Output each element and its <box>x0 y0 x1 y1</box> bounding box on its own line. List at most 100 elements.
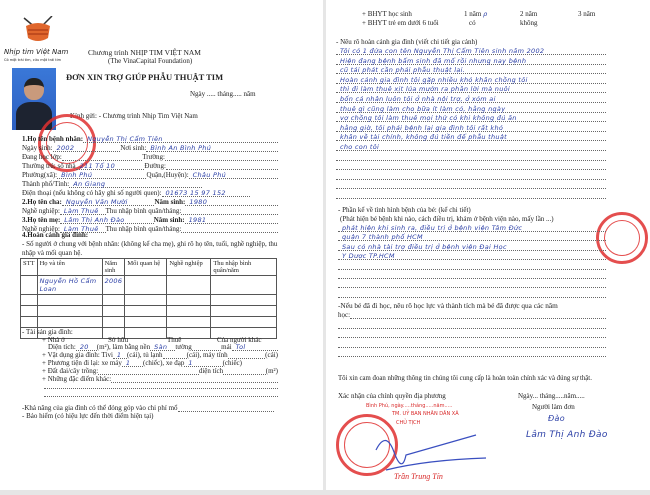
mother-birth: 1981 <box>184 216 279 224</box>
label: (m²) <box>265 367 278 375</box>
label: + Những đặc điểm khác: <box>42 375 112 383</box>
col-header: Thu nhập bình quân/năm <box>210 258 277 276</box>
text-line: hằng giờ, tôi phải bệnh lại gia đình tôi… <box>336 123 606 132</box>
applicant-label: Người làm đơn <box>532 403 575 411</box>
text-line <box>338 261 606 270</box>
illness-hint: (Phát hiện bé bệnh khi nào, cách điều tr… <box>340 215 554 223</box>
option-yes: có <box>469 19 476 27</box>
father-row: 2.Họ tên cha: Nguyễn Văn Mười Năm sinh: 198… <box>22 197 279 206</box>
text-line <box>338 329 606 339</box>
bhyt-child: + BHYT trẻ em dưới 6 tuổi có không <box>362 19 612 27</box>
text-line: cũ tái phát cần phải phẫu thuật lại. <box>336 65 606 75</box>
date-line: Ngày ..... tháng..... năm <box>190 90 256 98</box>
household-items-row: + Vật dụng gia đình: Tivi 1 (cái), tủ lạnh… <box>42 350 278 359</box>
dotted-line <box>44 388 278 389</box>
label: Phường(xã): <box>22 171 58 179</box>
col-header: Họ và tên <box>36 258 103 276</box>
father-job: Làm Thuê <box>59 207 106 215</box>
checked-mark: ρ <box>483 10 488 18</box>
label: + BHYT học sinh <box>362 10 412 18</box>
handwritten-text <box>338 349 606 358</box>
stamp-title: CHỦ TỊCH <box>396 420 421 426</box>
text-line: Sau có nhà tài trợ điều trị ở bệnh viện … <box>338 242 606 251</box>
ward: Bình Phú <box>57 171 147 179</box>
handwritten-text <box>338 280 606 289</box>
handwritten-text <box>336 153 606 161</box>
handwritten-text <box>336 162 606 171</box>
mother-job-row: Nghề nghiệp: Làm Thuê Thu nhập bình quân/t… <box>22 224 278 233</box>
handwritten-text: cho con tôi <box>336 143 606 151</box>
option-3-year: 3 năm <box>578 10 596 18</box>
ward-row: Phường(xã): Bình Phú Quận,(Huyện): Châu Phú <box>22 170 279 179</box>
handwritten-text <box>336 172 606 180</box>
handwritten-text: vợ chồng tôi làm thuê mọi thứ có khi khô… <box>336 114 606 123</box>
mother-job: Làm Thuê <box>59 225 106 233</box>
text-line <box>338 270 606 279</box>
col-header: Năm sinh <box>101 258 126 276</box>
option-2-year: 2 năm <box>520 10 538 18</box>
option-own: Sở hữu <box>108 336 129 344</box>
handwritten-text <box>338 290 606 298</box>
family-heading: 4.Hoàn cảnh gia đình: <box>22 231 89 239</box>
text-line <box>338 320 606 329</box>
tv-count: 1 <box>112 351 127 359</box>
logo-text: Nhịp tim Việt Nam <box>4 48 69 56</box>
city: An Giang <box>69 180 202 188</box>
label: Diện tích: <box>48 343 76 351</box>
land-row: + Đất đai/cây trồng: diện tích (m²) <box>42 366 278 375</box>
text-line: Y Dược TP.HCM <box>338 251 606 261</box>
mother-row: 3.Họ tên mẹ: Lâm Thị Anh Đào Năm sinh: 1981 <box>22 215 279 224</box>
label: + Phương tiện đi lại: xe máy <box>42 359 122 367</box>
text-line: phát hiện khi sinh ra, điều trị ở bệnh v… <box>338 223 606 232</box>
area: 20 <box>75 343 97 351</box>
text-line <box>338 279 606 289</box>
table-cell <box>36 294 103 306</box>
label: Quận,(Huyện): <box>146 171 189 179</box>
table-cell <box>124 294 168 306</box>
phone-row: Điện thoại (nếu không có hãy ghi số ngườ… <box>22 188 250 197</box>
district: Châu Phú <box>188 171 279 179</box>
table-cell <box>166 275 212 295</box>
school-label-1: -Nếu bé đã đi học, nêu rõ học lực và thà… <box>338 301 558 310</box>
label: + BHYT trẻ em dưới 6 tuổi <box>362 19 439 27</box>
program-name: Chương trình NHỊP TIM VIỆT NAM <box>88 48 201 57</box>
label: Điện thoại (nếu không có hãy ghi số ngườ… <box>22 189 162 197</box>
text-line: Hoàn cảnh gia đình tôi gặp nhiều khó khă… <box>336 75 606 84</box>
label: tường <box>175 343 192 351</box>
text-line <box>338 348 606 358</box>
label: 2.Họ tên cha: <box>22 198 62 206</box>
handwritten-text <box>336 191 606 199</box>
text-line <box>336 152 606 161</box>
roof: Tol <box>231 343 278 351</box>
label: 1 năm <box>464 10 482 18</box>
text-line: Tôi có 1 đứa con tên Nguyễn Thị Cẩm Tiên… <box>336 46 606 55</box>
table-cell <box>166 294 212 306</box>
table-cell <box>210 294 277 306</box>
handwritten-text: quận 7 thành phố HCM <box>338 233 606 242</box>
text-line <box>336 180 606 190</box>
label: học: <box>338 311 351 319</box>
table-cell <box>166 327 212 339</box>
label: Ngày sinh: <box>22 144 53 152</box>
table-row <box>20 294 277 306</box>
handwritten-text: Sau có nhà tài trợ điều trị ở bệnh viện … <box>338 243 606 251</box>
handwritten-text: phát hiện khi sinh ra, điều trị ở bệnh v… <box>338 224 606 232</box>
text-line <box>336 161 606 171</box>
form-page-2: + BHYT học sinh 1 năm ρ 2 năm 3 năm + BH… <box>326 0 650 490</box>
text-line <box>338 289 606 298</box>
table-row: Nguyễn Hồ Cẩm Loan 2006 <box>20 275 277 295</box>
col-header: Mối quan hệ <box>124 258 168 276</box>
label: Đang học lớp: <box>22 153 62 161</box>
house-options: + Nhà ở Sở hữu Thuê Của người khác <box>42 336 262 344</box>
handwritten-text: thuê gì cũng làm cho bữa ít làm có, hằng… <box>336 105 606 113</box>
table-cell: 2006 <box>101 275 126 295</box>
addressee: Kính gửi: - Chương trình Nhịp Tim Việt N… <box>70 112 198 120</box>
table-cell <box>101 316 126 328</box>
addressee-label: Kính gửi: <box>70 112 97 120</box>
form-title: ĐƠN XIN TRỢ GIÚP PHẪU THUẬT TIM <box>66 72 224 82</box>
dob-row: Ngày sinh: 2002 Nơi sinh: Bình An Bình Phú <box>22 143 278 152</box>
local-confirm-label: Xác nhận của chính quyền địa phương <box>338 392 446 400</box>
label: diện tích <box>198 367 224 375</box>
label: (cái) <box>265 351 278 359</box>
label: Năm sinh: <box>154 198 186 206</box>
